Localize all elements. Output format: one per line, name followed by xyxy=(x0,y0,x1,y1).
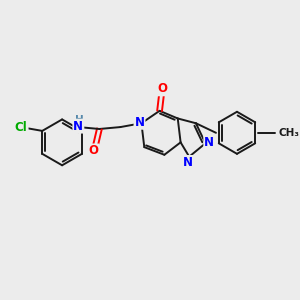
Text: CH₃: CH₃ xyxy=(278,128,299,138)
Text: N: N xyxy=(134,116,145,129)
Text: N: N xyxy=(204,136,214,149)
Text: H: H xyxy=(75,116,84,125)
Text: O: O xyxy=(158,82,167,95)
Text: N: N xyxy=(183,156,193,169)
Text: N: N xyxy=(74,120,83,133)
Text: O: O xyxy=(88,145,99,158)
Text: Cl: Cl xyxy=(15,121,28,134)
